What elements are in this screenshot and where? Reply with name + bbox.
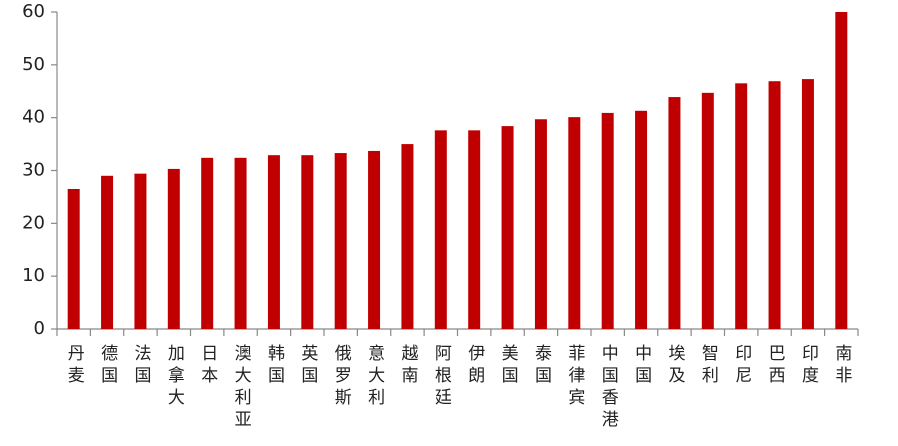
x-tick-label: 澳大利亚 <box>231 344 252 432</box>
x-tick-label: 俄罗斯 <box>331 344 352 410</box>
bar <box>401 144 414 329</box>
bar <box>701 92 714 330</box>
bar <box>134 173 147 329</box>
x-tick-label: 印尼 <box>731 344 752 388</box>
x-tick-label: 伊朗 <box>464 344 485 388</box>
x-tick-label: 智利 <box>698 344 719 388</box>
bar <box>568 117 581 329</box>
x-tick-label: 中国 <box>631 344 651 388</box>
bar <box>434 130 447 329</box>
bar <box>167 168 180 329</box>
x-tick-label: 泰国 <box>531 344 552 388</box>
bar <box>234 157 247 329</box>
bar <box>267 155 280 329</box>
x-tick-label: 加拿大 <box>164 344 185 410</box>
x-tick-label: 埃及 <box>664 344 685 388</box>
x-tick-label: 越南 <box>397 344 418 388</box>
x-tick-label: 阿根廷 <box>431 344 452 410</box>
x-tick-label: 菲律宾 <box>564 344 585 410</box>
bar <box>101 175 114 329</box>
x-tick-label: 印度 <box>798 344 819 388</box>
x-tick-label: 英国 <box>297 344 318 388</box>
bar <box>468 130 481 329</box>
bar <box>334 153 347 329</box>
bar <box>635 110 648 329</box>
x-tick-label: 德国 <box>97 344 118 388</box>
bar <box>201 157 214 329</box>
bar <box>768 81 781 329</box>
y-tick-label: 0 <box>34 318 45 339</box>
y-tick-label: 60 <box>22 1 45 22</box>
bar <box>67 188 80 329</box>
x-tick-label: 南非 <box>831 344 852 388</box>
bar <box>601 112 614 329</box>
bar <box>301 155 314 329</box>
y-tick-label: 50 <box>22 54 45 75</box>
x-tick-label: 丹麦 <box>64 344 85 388</box>
y-tick-label: 40 <box>22 107 45 128</box>
x-tick-label: 意大利 <box>364 344 385 410</box>
x-tick-label: 法国 <box>130 344 151 388</box>
x-tick-label: 中国香港 <box>598 344 619 432</box>
x-tick-label: 美国 <box>498 344 519 388</box>
x-tick-label: 韩国 <box>264 344 285 388</box>
bar <box>501 126 514 330</box>
bar <box>735 83 748 329</box>
bar <box>368 150 381 329</box>
x-tick-label: 巴西 <box>765 344 785 388</box>
y-tick-label: 30 <box>22 160 45 181</box>
bar <box>835 12 848 329</box>
bar <box>801 79 814 330</box>
y-tick-label: 20 <box>22 212 45 233</box>
y-tick-label: 10 <box>22 265 45 286</box>
bar <box>534 119 547 329</box>
x-tick-label: 日本 <box>197 344 218 388</box>
bar <box>668 97 681 329</box>
